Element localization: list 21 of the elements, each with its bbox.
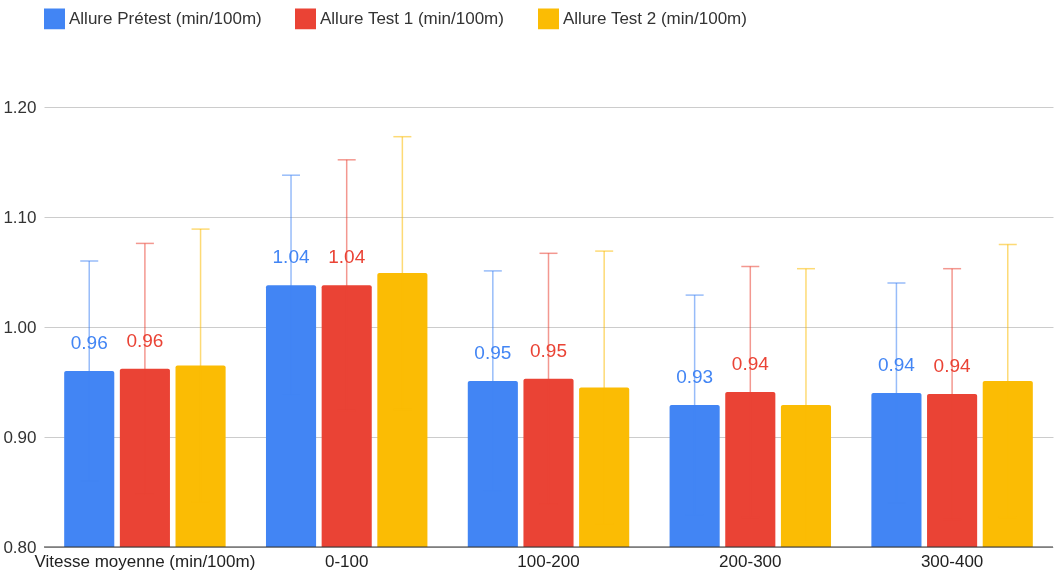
x-tick-label: 300-400 xyxy=(920,551,984,571)
legend-label: Allure Prétest (min/100m) xyxy=(69,8,262,28)
legend-label: Allure Test 1 (min/100m) xyxy=(320,8,504,28)
data-label: 0.95 xyxy=(530,339,567,361)
x-tick-label: Vitesse moyenne (min/100m) xyxy=(34,551,256,571)
data-label: 1.04 xyxy=(328,246,366,268)
x-tick-label: 100-200 xyxy=(517,551,580,571)
data-label: 1.04 xyxy=(272,246,310,268)
data-label: 0.93 xyxy=(676,366,714,388)
y-tick-label: 1.20 xyxy=(3,97,37,117)
data-label: 0.95 xyxy=(474,341,512,363)
y-tick-label: 1.00 xyxy=(3,317,37,337)
data-label: 0.94 xyxy=(933,355,972,377)
x-tick-label: 0-100 xyxy=(324,551,369,571)
data-label: 0.96 xyxy=(126,329,164,351)
x-tick-label: 200-300 xyxy=(719,551,782,571)
legend-label: Allure Test 2 (min/100m) xyxy=(563,8,747,28)
data-label: 0.94 xyxy=(731,352,770,374)
y-tick-label: 0.90 xyxy=(3,427,37,447)
data-label: 0.96 xyxy=(70,332,108,353)
y-tick-label: 1.10 xyxy=(3,207,37,227)
